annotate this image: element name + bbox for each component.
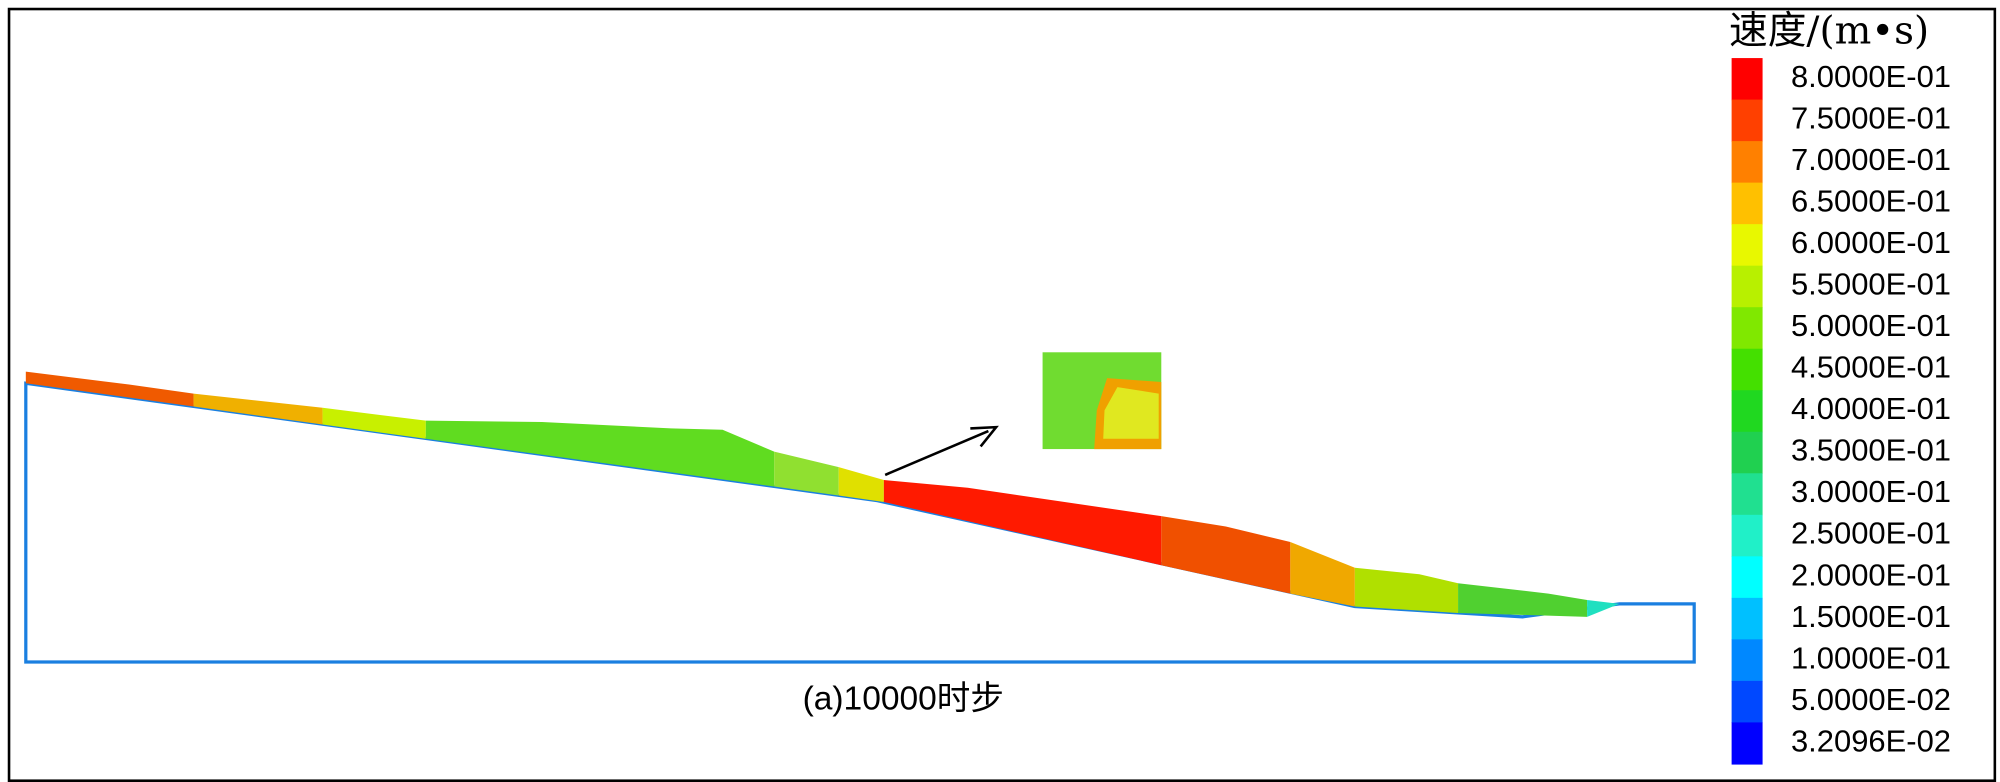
mass-segment — [322, 407, 426, 439]
arrow-head — [970, 425, 999, 448]
legend-swatch — [1731, 307, 1763, 350]
mass-segment — [1354, 567, 1459, 613]
legend-label: 6.5000E-01 — [1791, 184, 1951, 219]
legend-swatch — [1731, 141, 1763, 184]
caption: (a)10000时步 — [803, 681, 1004, 718]
legend-swatch — [1731, 348, 1763, 391]
legend-label: 3.0000E-01 — [1791, 474, 1951, 509]
domain-boundary — [24, 381, 1696, 664]
mass-segment — [774, 451, 839, 496]
legend-swatch — [1731, 514, 1763, 557]
legend-label: 6.0000E-01 — [1791, 225, 1951, 260]
legend-swatch — [1731, 556, 1763, 599]
legend-swatch — [1731, 431, 1763, 474]
landslide-mass — [25, 371, 1620, 617]
mass-segment — [1290, 541, 1355, 607]
inset-patch — [1103, 387, 1159, 439]
mass-segment — [425, 420, 775, 487]
legend-label: 3.5000E-01 — [1791, 433, 1951, 468]
frame — [7, 7, 1997, 782]
mass-segment — [838, 467, 884, 502]
legend-label: 1.5000E-01 — [1791, 599, 1951, 634]
mass-segment — [1458, 583, 1588, 617]
legend-swatch — [1731, 182, 1763, 225]
legend-label: 8.0000E-01 — [1791, 59, 1951, 94]
legend-swatch — [1731, 58, 1763, 101]
legend-swatch — [1731, 390, 1763, 433]
legend-swatch — [1731, 224, 1763, 267]
legend-label: 7.5000E-01 — [1791, 101, 1951, 136]
legend-label: 5.0000E-01 — [1791, 308, 1951, 343]
legend-label: 3.2096E-02 — [1791, 723, 1951, 758]
legend-label: 5.5000E-01 — [1791, 267, 1951, 302]
legend-label: 2.5000E-01 — [1791, 516, 1951, 551]
legend-swatch — [1731, 265, 1763, 308]
legend-label: 2.0000E-01 — [1791, 557, 1951, 592]
legend-title: 速度/(m•s) — [1729, 9, 1929, 54]
legend-label: 1.0000E-01 — [1791, 640, 1951, 675]
legend-swatch — [1731, 639, 1763, 682]
mass-segment — [883, 480, 1162, 566]
arrow — [884, 429, 989, 477]
legend-swatch — [1731, 597, 1763, 641]
inset — [1042, 352, 1162, 450]
mass-segment — [1587, 600, 1620, 617]
legend: 8.0000E-01 7.5000E-01 7.0000E-01 6.5000E-01… — [1731, 58, 1951, 765]
legend-swatch — [1731, 99, 1763, 142]
legend-label: 4.0000E-01 — [1791, 391, 1951, 426]
mass-segment — [25, 371, 194, 407]
mass-segment — [1161, 516, 1291, 594]
legend-swatch — [1731, 680, 1763, 724]
legend-label: 7.0000E-01 — [1791, 142, 1951, 177]
legend-swatch — [1731, 473, 1763, 516]
legend-label: 5.0000E-02 — [1791, 682, 1951, 717]
mass-segment — [193, 393, 323, 425]
legend-swatch — [1731, 722, 1763, 765]
legend-label: 4.5000E-01 — [1791, 350, 1951, 385]
